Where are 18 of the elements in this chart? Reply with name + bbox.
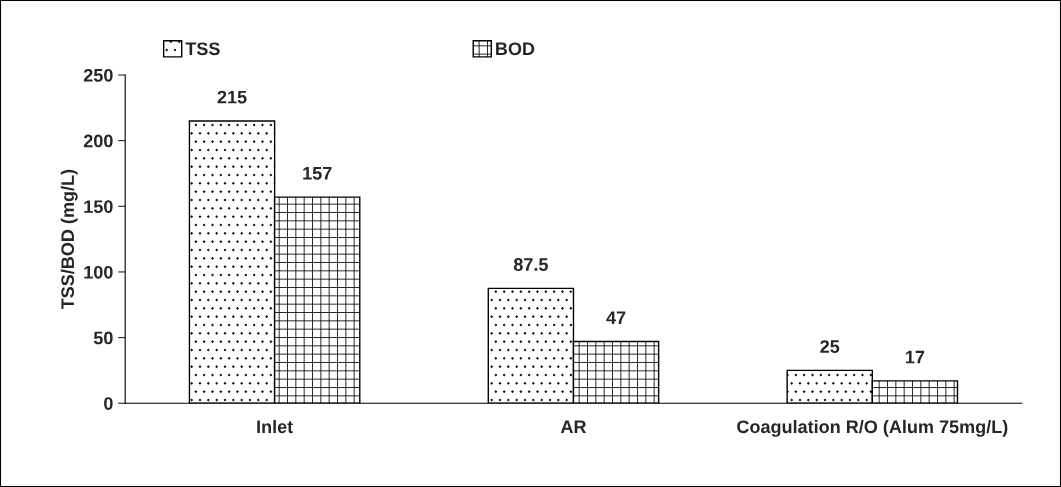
y-tick-label: 150 bbox=[84, 200, 113, 214]
data-label: 215 bbox=[217, 90, 247, 104]
data-label: 47 bbox=[606, 311, 626, 324]
y-axis-title: TSS/BOD (mg/L) bbox=[60, 169, 78, 310]
data-label: 157 bbox=[303, 167, 332, 180]
y-tick-label: 250 bbox=[83, 68, 113, 82]
y-tick-label: 0 bbox=[104, 397, 113, 410]
legend-label: BOD bbox=[496, 42, 535, 56]
x-tick-label: AR bbox=[560, 420, 587, 433]
x-tick-label: Inlet bbox=[257, 419, 293, 434]
legend-label: TSS bbox=[185, 42, 220, 56]
x-tick-label: Coagulation R/O (Alum 75mg/L) bbox=[737, 419, 1008, 437]
y-tick-label: 50 bbox=[93, 331, 113, 345]
data-label: 87.5 bbox=[513, 258, 548, 271]
y-tick-label: 100 bbox=[84, 265, 113, 279]
data-label: 17 bbox=[906, 350, 925, 364]
y-tick-label: 200 bbox=[83, 134, 113, 148]
data-label: 25 bbox=[820, 340, 840, 353]
